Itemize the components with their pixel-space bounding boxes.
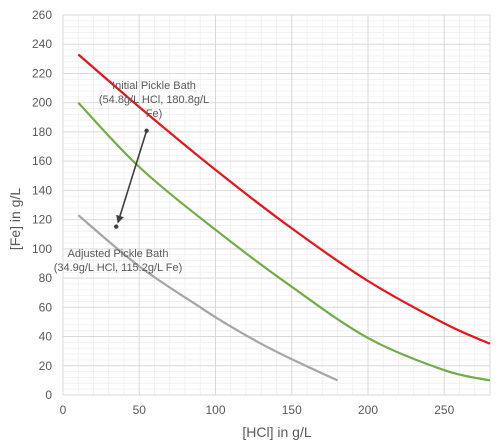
x-tick-label: 100 [205, 403, 225, 417]
y-tick-label: 240 [32, 37, 52, 51]
x-tick-label: 0 [60, 403, 67, 417]
y-tick-label: 180 [32, 125, 52, 139]
annotation-adjusted-line: Adjusted Pickle Bath [68, 248, 169, 260]
x-tick-label: 200 [358, 403, 378, 417]
y-tick-label: 140 [32, 183, 52, 197]
y-tick-label: 160 [32, 154, 52, 168]
y-tick-label: 0 [45, 388, 52, 402]
y-tick-label: 20 [39, 359, 53, 373]
series-line-2 [77, 101, 491, 382]
annotations: Initial Pickle Bath (54.8g/L HCl, 180.8g/… [54, 80, 209, 274]
y-tick-label: 260 [32, 8, 52, 22]
x-axis-title: [HCl] in g/L [242, 424, 311, 440]
x-tick-label: 150 [282, 403, 302, 417]
y-tick-label: 220 [32, 66, 52, 80]
series-group [77, 53, 491, 382]
y-tick-label: 40 [39, 330, 53, 344]
x-tick-label: 250 [434, 403, 454, 417]
y-tick-label: 100 [32, 242, 52, 256]
y-tick-label: 60 [39, 300, 53, 314]
annotation-arrow [116, 130, 148, 224]
annotation-adjusted-text: Adjusted Pickle Bath (34.9g/L HCl, 115.2g… [54, 248, 183, 274]
y-tick-label: 80 [39, 271, 53, 285]
annotation-point-initial [144, 128, 149, 133]
annotation-point-adjusted [114, 224, 119, 229]
x-tick-label: 50 [133, 403, 147, 417]
annotation-initial-text: Initial Pickle Bath (54.8g/L HCl, 180.8g/… [99, 80, 209, 120]
y-tick-label: 120 [32, 213, 52, 227]
annotation-initial-line: (54.8g/L HCl, 180.8g/L [99, 94, 209, 106]
y-axis-title: [Fe] in g/L [7, 188, 23, 250]
series-line-3 [77, 214, 338, 382]
annotation-initial-line: Initial Pickle Bath [112, 80, 196, 92]
y-tick-label: 200 [32, 96, 52, 110]
tick-labels: 0 50 100 150 200 250 0 20 40 60 80 100 120 140 160 180 2… [32, 8, 455, 417]
annotation-initial-line: Fe) [146, 108, 163, 120]
annotation-adjusted-line: (34.9g/L HCl, 115.2g/L Fe) [54, 262, 183, 274]
grid [62, 14, 491, 396]
series-line-1 [77, 53, 491, 345]
